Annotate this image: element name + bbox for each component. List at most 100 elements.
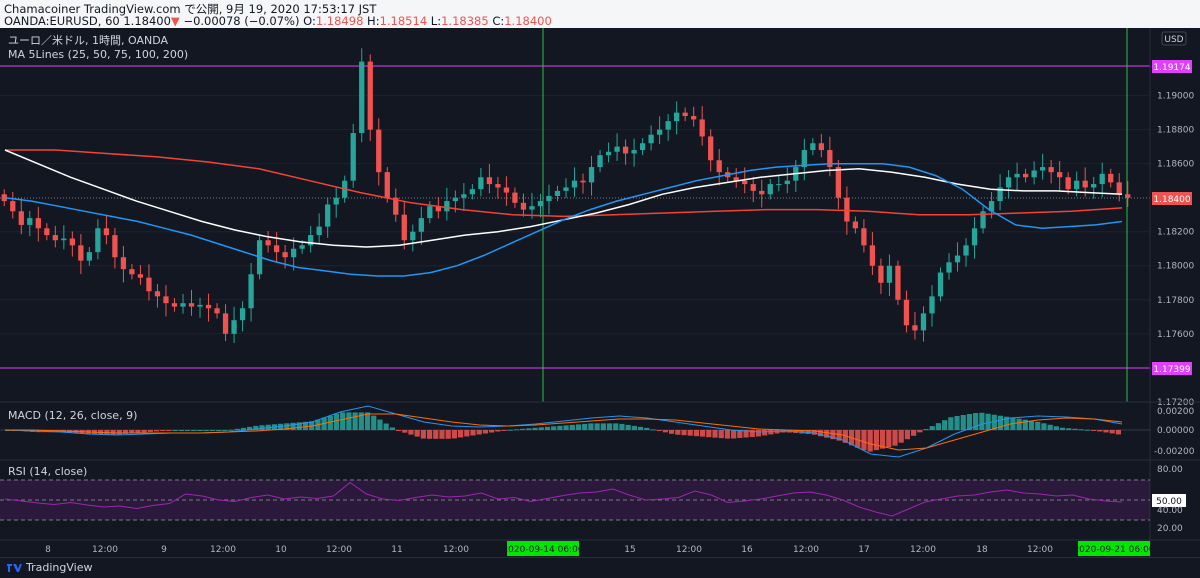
macd-histogram-bar [166, 430, 172, 431]
macd-histogram-bar [700, 430, 706, 437]
time-marker-badge [507, 541, 579, 556]
macd-histogram-bar [917, 430, 923, 433]
macd-histogram-bar [160, 430, 166, 431]
close-label: C: [492, 14, 505, 28]
ma25-line [4, 162, 1123, 277]
macd-histogram-bar [526, 428, 532, 430]
grid [0, 95, 1150, 403]
candle-body [231, 320, 237, 334]
macd-histogram-bar [693, 430, 700, 437]
candle-body [308, 235, 314, 246]
macd-histogram-bar [731, 430, 737, 439]
low-value: 1.18385 [441, 14, 489, 28]
main-pane[interactable]: ユーロ／米ドル, 1時間, OANDA MA 5Lines (25, 50, 7… [0, 28, 1150, 403]
publish-header: Chamacoiner TradingView.com で公開, 9月 19, … [0, 0, 1200, 28]
candle-body [291, 248, 297, 258]
time-tick-label: 12:00 [793, 545, 819, 555]
level-low-badge [1152, 362, 1192, 375]
macd-histogram-bar [706, 430, 712, 438]
candle-body [69, 238, 75, 246]
macd-histogram-bar [358, 412, 364, 430]
macd-histogram-bar [681, 430, 687, 436]
close-value: 1.18400 [504, 14, 552, 28]
candle-body [946, 262, 952, 273]
tradingview-logo[interactable]: TradingView [6, 561, 92, 574]
footer-bar: TradingView [0, 557, 1200, 578]
candle-body [1074, 180, 1080, 190]
price-tick-label: 1.17600 [1157, 330, 1194, 340]
macd-histogram-bar [1035, 421, 1041, 430]
candle-body [742, 180, 748, 185]
candle-body [827, 150, 833, 168]
candle-body [367, 61, 373, 130]
candle-body [1057, 172, 1063, 178]
macd-histogram-bar [482, 430, 489, 434]
macd-histogram-bar [718, 430, 724, 439]
time-tick-label: 10 [275, 545, 287, 555]
macd-histogram-bar [395, 430, 402, 431]
candle-body [333, 197, 339, 205]
macd-histogram-bar [513, 429, 520, 431]
time-tick-label: 12:00 [910, 545, 936, 555]
macd-histogram-bar [389, 427, 395, 430]
macd-histogram-bar [209, 430, 215, 431]
candle-body [180, 303, 186, 307]
open-value: 1.18498 [315, 14, 364, 28]
macd-histogram-bar [1016, 418, 1022, 430]
macd-histogram-bar [973, 413, 979, 430]
macd-histogram-bar [569, 424, 575, 430]
macd-histogram-bar [563, 425, 569, 430]
candle-body [954, 255, 961, 263]
macd-histogram-bar [762, 430, 768, 436]
high-value: 1.18514 [379, 14, 428, 28]
candle-body [665, 121, 671, 130]
macd-histogram-bar [637, 426, 644, 430]
time-tick-label: 2020-09-21 06:00 [1073, 545, 1154, 555]
macd-histogram-bar [420, 430, 426, 439]
rsi-tick-80: 80.00 [1157, 465, 1183, 475]
macd-histogram-bar [749, 430, 755, 438]
candle-body [95, 228, 101, 253]
macd-histogram-bar [253, 425, 259, 430]
symbol-name[interactable]: OANDA:EURUSD, 60 [4, 14, 120, 28]
macd-tick-top: 0.00200 [1157, 407, 1194, 417]
macd-histogram-bar [935, 423, 942, 430]
rsi-pane[interactable]: RSI (14, close) 80.00 50.00 40.00 20.00 [0, 465, 1186, 534]
candle-body [614, 146, 620, 152]
macd-histogram-bar [247, 426, 253, 430]
macd-histogram-bar [203, 430, 209, 431]
macd-pane[interactable]: MACD (12, 26, close, 9) 0.00200 0.00000 … [0, 405, 1195, 458]
macd-histogram-bar [619, 423, 625, 430]
candle-body [52, 235, 58, 241]
macd-histogram-bar [687, 430, 693, 436]
macd-histogram-bar [433, 430, 439, 439]
level-high-label: 1.19174 [1153, 63, 1190, 73]
candle-body [869, 245, 876, 266]
currency-label: USD [1164, 35, 1183, 45]
macd-histogram-bar [110, 430, 116, 435]
candle-body [537, 201, 544, 207]
macd-histogram-bar [147, 430, 153, 432]
macd-histogram-bar [1028, 420, 1035, 430]
macd-histogram-bar [743, 430, 749, 438]
macd-histogram-bar [1022, 419, 1028, 430]
macd-histogram-bar [892, 430, 898, 446]
macd-histogram-bar [1103, 430, 1109, 433]
time-axis[interactable]: 8 12:00 9 12:00 10 12:00 11 12:00 2020-09-14 06:… [0, 539, 1200, 556]
candle-body [920, 313, 927, 331]
candle-body [580, 180, 586, 183]
macd-histogram-bar [948, 417, 954, 430]
candle-body [1108, 173, 1114, 183]
macd-histogram-bar [842, 430, 848, 443]
macd-histogram-bar [153, 430, 160, 432]
macd-histogram-bar [451, 430, 458, 439]
macd-histogram-bar [544, 426, 551, 430]
candle-body [520, 202, 527, 210]
macd-histogram-bar [215, 430, 222, 431]
macd-histogram-bar [1066, 428, 1072, 430]
price-axis[interactable]: USD 1.190001.188001.186001.182001.180001… [1149, 28, 1194, 557]
currency-badge[interactable] [1161, 31, 1187, 46]
candle-body [691, 116, 697, 120]
candle-body [222, 313, 229, 334]
